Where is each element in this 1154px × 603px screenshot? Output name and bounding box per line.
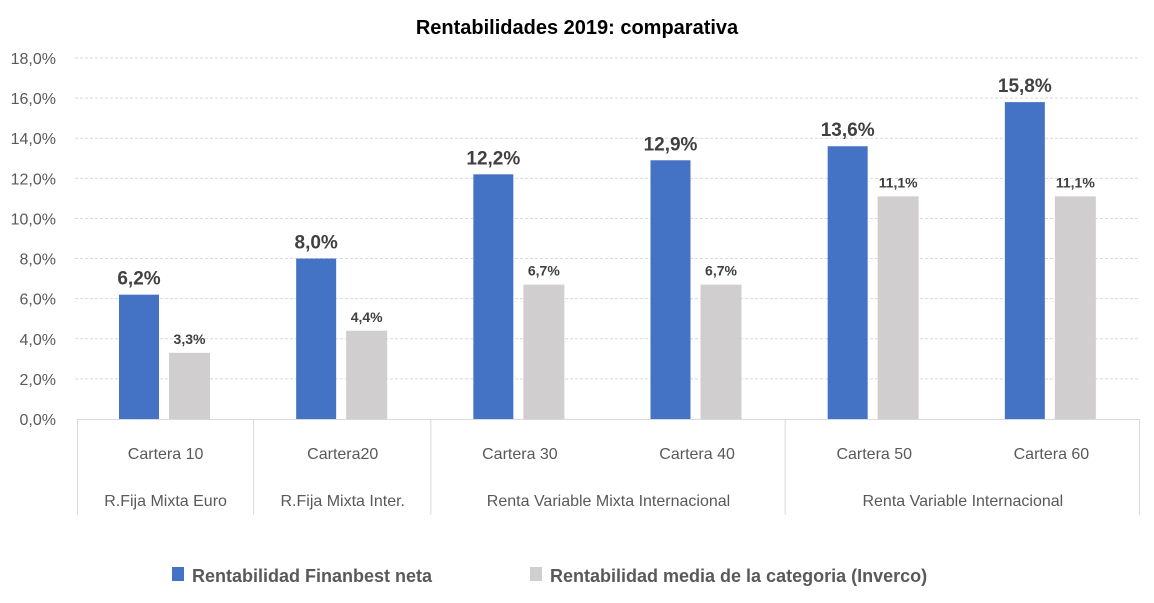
data-label: 11,1% <box>1056 174 1095 190</box>
y-tick-label: 10,0% <box>11 211 56 228</box>
bar-categoria <box>523 284 565 419</box>
x-group-label: Renta Variable Internacional <box>862 493 1063 510</box>
bar-finanbest <box>650 160 691 420</box>
x-category-label: Cartera20 <box>307 446 378 463</box>
x-group-label: Renta Variable Mixta Internacional <box>487 493 730 510</box>
x-category-label: Cartera 30 <box>482 446 558 463</box>
bar-finanbest <box>473 174 514 419</box>
y-tick-label: 2,0% <box>20 372 56 389</box>
bar-finanbest <box>827 146 868 419</box>
data-label: 6,7% <box>528 263 560 279</box>
x-category-label: Cartera 60 <box>1014 446 1090 463</box>
y-tick-label: 8,0% <box>20 252 56 269</box>
bar-finanbest <box>119 294 159 419</box>
legend-swatch <box>530 567 542 581</box>
x-group-label: R.Fija Mixta Euro <box>104 493 227 510</box>
data-label: 15,8% <box>998 76 1052 97</box>
data-label: 13,6% <box>821 120 875 141</box>
data-label: 8,0% <box>295 233 338 254</box>
y-tick-label: 14,0% <box>11 131 56 148</box>
bar-categoria <box>169 352 210 419</box>
data-label: 6,7% <box>705 263 737 279</box>
data-label: 4,4% <box>351 309 383 325</box>
data-label: 12,9% <box>644 134 698 155</box>
bar-finanbest <box>1004 102 1045 419</box>
data-label: 6,2% <box>117 269 160 290</box>
x-category-label: Cartera 50 <box>836 446 912 463</box>
bar-finanbest <box>296 258 337 419</box>
y-axis: 0,0% 2,0% 4,0% 6,0% 8,0% 10,0% 12,0% 14,0% 16,0%… <box>11 51 56 429</box>
x-category-label: Cartera 10 <box>128 446 204 463</box>
data-label: 3,3% <box>174 331 206 347</box>
chart-title: Rentabilidades 2019: comparativa <box>416 17 739 39</box>
y-tick-label: 12,0% <box>11 171 56 188</box>
y-tick-label: 6,0% <box>20 292 56 309</box>
y-tick-label: 18,0% <box>11 51 56 68</box>
bar-categoria <box>1054 196 1096 419</box>
x-category-label: Cartera 40 <box>659 446 735 463</box>
bar-categoria <box>700 284 742 419</box>
y-tick-label: 0,0% <box>20 412 56 429</box>
data-label: 11,1% <box>879 174 918 190</box>
legend-swatch <box>172 567 184 581</box>
bar-categoria <box>877 196 919 419</box>
y-tick-label: 16,0% <box>11 91 56 108</box>
data-label: 12,2% <box>466 148 520 169</box>
legend-label: Rentabilidad media de la categoria (Inve… <box>550 566 927 586</box>
bars: 6,2% 8,0% 12,2% 12,9% 13,6% 15,8% 3,3% 4,4% 6,7%… <box>117 76 1096 420</box>
legend-label: Rentabilidad Finanbest neta <box>192 566 433 586</box>
x-group-label: R.Fija Mixta Inter. <box>281 493 405 510</box>
legend: Rentabilidad Finanbest neta Rentabilidad … <box>172 566 927 586</box>
bar-categoria <box>346 330 388 419</box>
y-tick-label: 4,0% <box>20 332 56 349</box>
gridlines <box>75 57 1140 380</box>
x-axis: Cartera 10 Cartera20 Cartera 30 Cartera 40 C… <box>77 419 1140 515</box>
